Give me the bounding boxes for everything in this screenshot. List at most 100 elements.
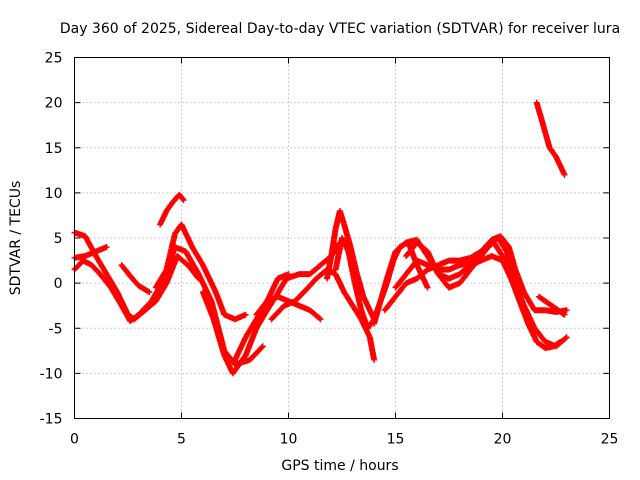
data-point-segment — [189, 244, 206, 267]
data-point-segment — [456, 263, 473, 278]
data-point-segment — [247, 344, 265, 363]
data-point-segment — [392, 272, 409, 291]
data-point-segment — [328, 227, 339, 259]
data-point-segment — [553, 153, 567, 177]
data-point-segment — [182, 248, 201, 276]
data-point-segment — [148, 276, 167, 305]
axis-ticks: 0 5 10 15 20 25 -15 -10 -5 0 5 10 15 20 25 — [40, 51, 619, 448]
data-point — [557, 338, 564, 345]
data-series — [71, 99, 570, 377]
y-tick-label: -5 — [49, 321, 63, 337]
data-point-segment — [336, 207, 347, 227]
data-point — [259, 343, 266, 350]
data-point-segment — [118, 302, 133, 323]
data-point-segment — [533, 99, 546, 127]
x-axis-label: GPS time / hours — [281, 458, 398, 474]
data-point-segment — [306, 307, 323, 322]
data-point-segment — [360, 293, 373, 312]
series-arc-1 — [71, 229, 202, 323]
data-point-segment — [103, 271, 120, 294]
y-tick-label: 15 — [45, 141, 63, 157]
data-point-segment — [505, 244, 518, 272]
data-point-segment — [313, 267, 329, 282]
data-point-segment — [268, 303, 287, 323]
data-point — [242, 311, 249, 318]
data-point-segment — [349, 302, 364, 321]
data-point-segment — [163, 254, 180, 287]
data-point-segment — [490, 239, 505, 258]
data-point — [561, 311, 568, 318]
data-point-segment — [157, 209, 169, 228]
y-axis-label: SDTVAR / TECUs — [8, 181, 24, 296]
data-point-segment — [152, 267, 169, 291]
data-point-segment — [135, 299, 154, 318]
data-point-segment — [253, 308, 270, 332]
data-point-segment — [199, 262, 219, 294]
data-point-segment — [229, 353, 248, 377]
data-point-segment — [92, 253, 109, 276]
data-point — [563, 334, 570, 341]
data-point-segment — [242, 326, 259, 359]
data-point-segment — [176, 191, 186, 202]
data-point-segment — [347, 244, 360, 276]
data-point-segment — [339, 235, 351, 254]
data-point-segment — [392, 281, 409, 300]
data-point-segment — [366, 334, 377, 362]
x-tick-label: 15 — [387, 432, 405, 448]
data-point — [285, 271, 292, 278]
data-point — [561, 171, 568, 178]
data-point-segment — [174, 253, 190, 268]
data-point-segment — [341, 221, 354, 249]
y-tick-label: -10 — [40, 366, 63, 382]
data-point-segment — [332, 271, 347, 294]
data-point — [371, 356, 378, 363]
data-point-segment — [118, 262, 133, 278]
data-point — [180, 197, 187, 204]
data-point-segment — [195, 271, 214, 303]
data-point-segment — [525, 320, 540, 344]
data-point-segment — [212, 289, 227, 317]
data-point-segment — [345, 248, 358, 285]
data-point-segment — [497, 233, 512, 249]
data-point-segment — [302, 276, 319, 294]
data-point-segment — [283, 271, 301, 282]
data-point-segment — [371, 299, 384, 327]
data-point-segment — [555, 307, 567, 317]
data-point-segment — [232, 335, 249, 363]
y-tick-label: -15 — [40, 412, 63, 428]
data-point — [146, 289, 153, 296]
data-point-segment — [383, 250, 398, 282]
y-tick-label: 0 — [54, 276, 63, 292]
data-point-segment — [456, 267, 473, 287]
data-point-segment — [107, 284, 124, 308]
data-point — [563, 307, 570, 314]
x-tick-label: 10 — [280, 432, 298, 448]
data-point-segment — [548, 302, 561, 313]
y-tick-label: 25 — [45, 51, 63, 67]
data-point-segment — [377, 277, 390, 305]
data-point-segment — [550, 339, 563, 350]
data-point-segment — [135, 282, 152, 295]
x-tick-label: 20 — [494, 432, 512, 448]
data-point-segment — [97, 271, 113, 290]
data-point-segment — [88, 262, 103, 277]
data-point-segment — [127, 272, 141, 288]
x-tick-label: 25 — [601, 432, 619, 448]
y-tick-label: 20 — [45, 96, 63, 112]
data-point-segment — [499, 257, 514, 281]
data-point-segment — [306, 263, 323, 278]
data-point-segment — [512, 266, 527, 294]
data-point-segment — [242, 317, 259, 341]
x-tick-label: 5 — [177, 432, 186, 448]
data-point-segment — [127, 312, 141, 324]
data-point-segment — [516, 293, 531, 317]
series-arc-17 — [535, 293, 568, 318]
data-point-segment — [540, 122, 553, 150]
series-arc-4 — [118, 262, 153, 296]
data-point-segment — [392, 240, 409, 255]
data-point-segment — [291, 288, 308, 305]
x-tick-label: 0 — [70, 432, 79, 448]
data-point-segment — [520, 289, 537, 312]
data-point-segment — [546, 144, 559, 159]
